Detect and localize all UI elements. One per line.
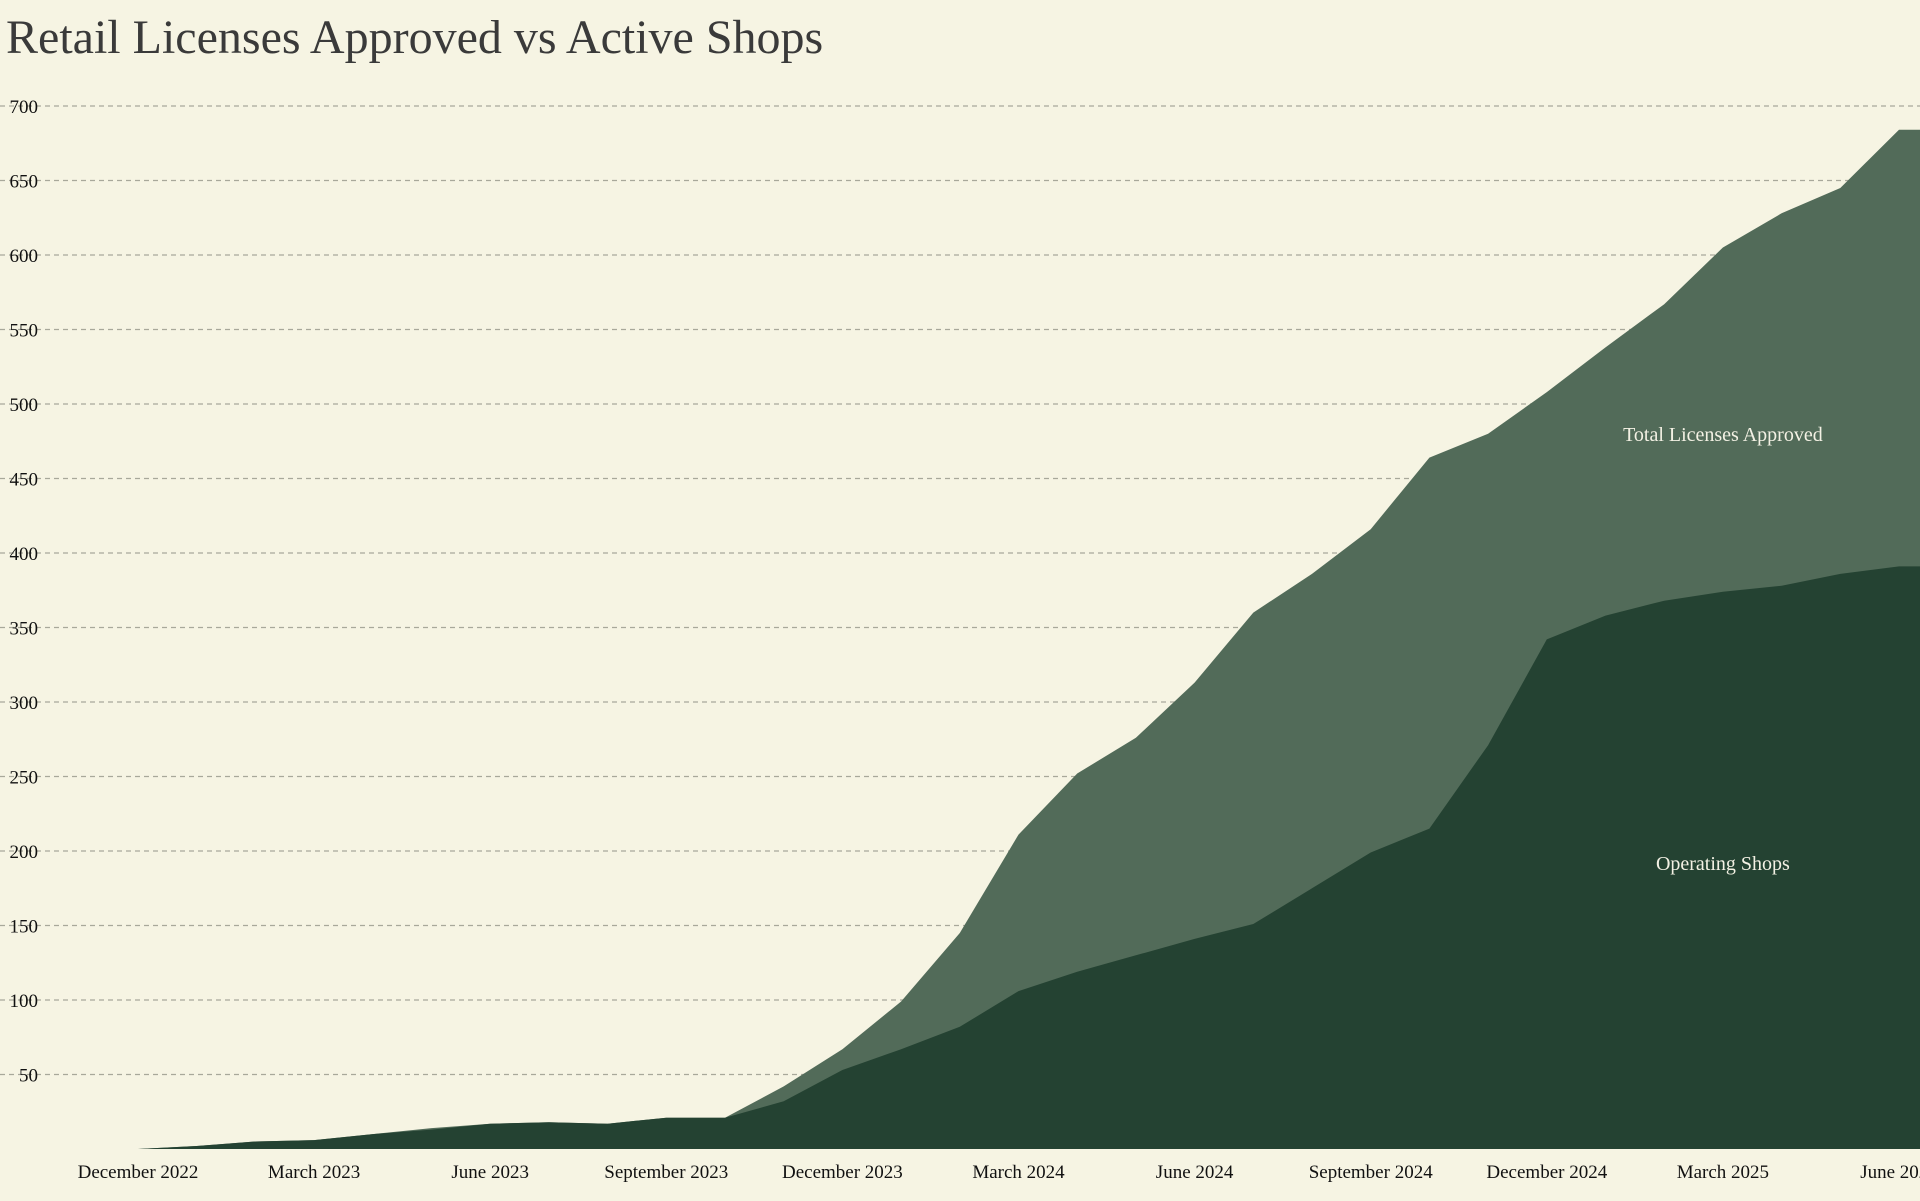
area-series-1 — [138, 566, 1920, 1149]
series-labels: Total Licenses Approved Operating Shops — [1623, 424, 1823, 875]
chart-title: Retail Licenses Approved vs Active Shops — [6, 11, 823, 64]
series-label-1: Operating Shops — [1656, 853, 1790, 875]
x-tick-label: June 2023 — [451, 1162, 529, 1183]
area-series — [138, 129, 1920, 1149]
x-tick-label: March 2024 — [972, 1162, 1065, 1183]
y-tick-label: 550 — [10, 321, 39, 342]
y-tick-label: 200 — [10, 842, 39, 863]
x-tick-label: June 2025 — [1860, 1162, 1920, 1183]
x-tick-label: September 2024 — [1309, 1162, 1434, 1183]
x-tick-label: March 2025 — [1677, 1162, 1769, 1183]
x-tick-label: March 2023 — [268, 1162, 360, 1183]
y-tick-label: 100 — [10, 991, 39, 1012]
x-tick-label: September 2023 — [604, 1162, 728, 1183]
y-axis-ticks: 50 100 150 200 250 300 350 400 450 500 550 600 650 70… — [10, 97, 39, 1087]
y-tick-label: 650 — [10, 172, 39, 193]
gridlines — [0, 105, 1920, 1076]
y-tick-label: 700 — [10, 97, 39, 118]
x-axis-ticks: December 2022 March 2023 June 2023 Septembe… — [78, 1162, 1920, 1183]
y-tick-label: 350 — [10, 619, 39, 640]
x-tick-label: December 2022 — [78, 1162, 199, 1183]
y-tick-label: 150 — [10, 917, 39, 938]
y-tick-label: 600 — [10, 246, 39, 267]
x-tick-label: December 2024 — [1486, 1162, 1607, 1183]
y-tick-label: 250 — [10, 768, 39, 789]
series-label-0: Total Licenses Approved — [1623, 424, 1823, 446]
y-tick-label: 500 — [10, 395, 39, 416]
y-tick-label: 400 — [10, 544, 39, 565]
y-tick-label: 450 — [10, 470, 39, 491]
x-tick-label: December 2023 — [782, 1162, 903, 1183]
x-tick-label: June 2024 — [1156, 1162, 1234, 1183]
y-tick-label: 50 — [19, 1066, 38, 1087]
y-tick-label: 300 — [10, 693, 39, 714]
